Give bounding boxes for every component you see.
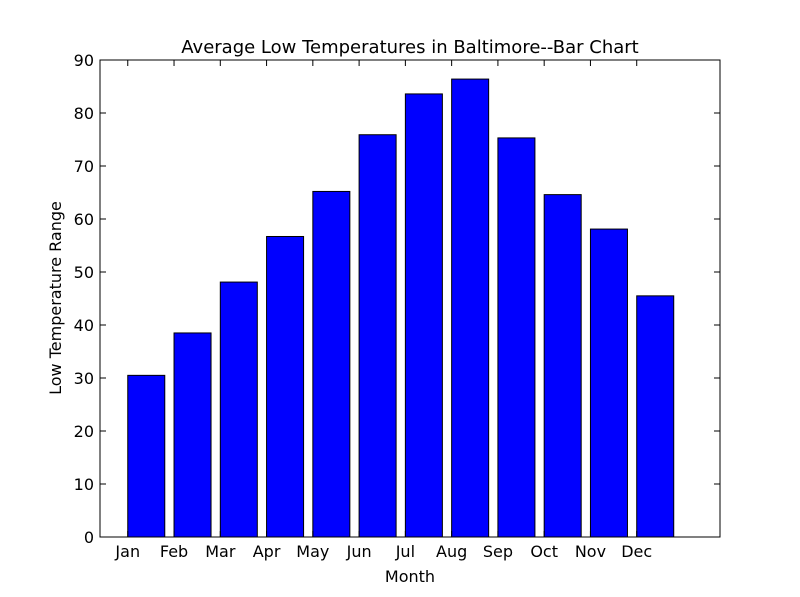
x-tick-label-jan: Jan: [114, 542, 140, 561]
y-tick-label: 50: [74, 263, 94, 282]
x-tick-label-jul: Jul: [395, 542, 415, 561]
y-tick-label: 60: [74, 210, 94, 229]
plot-frame: [99, 59, 721, 538]
y-tick-label: 90: [74, 51, 94, 70]
x-tick-label-may: May: [296, 542, 329, 561]
y-tick-label: 80: [74, 104, 94, 123]
x-tick-label-feb: Feb: [160, 542, 188, 561]
bar-feb: [173, 332, 212, 538]
bar-jun: [358, 134, 397, 538]
bar-mar: [219, 281, 258, 538]
bar-aug: [451, 78, 490, 538]
bar-may: [312, 190, 351, 538]
bar-nov: [589, 228, 628, 538]
y-tick-label: 10: [74, 475, 94, 494]
x-tick-label-mar: Mar: [205, 542, 236, 561]
x-tick-label-apr: Apr: [253, 542, 281, 561]
x-tick-label-aug: Aug: [436, 542, 467, 561]
bar-apr: [266, 235, 305, 538]
x-tick-label-dec: Dec: [621, 542, 652, 561]
bar-sep: [497, 137, 536, 538]
bars-group: [127, 78, 675, 538]
y-axis-ticks: 0 10 20 30 40 50 60 70 80 90: [74, 51, 720, 547]
y-tick-label: 20: [74, 422, 94, 441]
y-axis-label: Low Temperature Range: [46, 201, 65, 395]
bar-jan: [127, 374, 166, 538]
x-axis-ticks: Jan Feb Mar Apr May Jun Jul Aug Sep Oct Nov Dec: [114, 60, 652, 561]
chart-title: Average Low Temperatures in Baltimore--B…: [181, 37, 638, 58]
y-tick-label: 70: [74, 157, 94, 176]
x-tick-label-sep: Sep: [483, 542, 513, 561]
y-tick-label: 0: [84, 528, 94, 547]
bar-oct: [543, 194, 582, 538]
bar-jul: [404, 93, 443, 538]
y-tick-label: 40: [74, 316, 94, 335]
x-axis-label: Month: [385, 567, 435, 586]
y-tick-label: 30: [74, 369, 94, 388]
x-tick-label-oct: Oct: [530, 542, 558, 561]
bar-dec: [636, 295, 675, 538]
x-tick-label-jun: Jun: [346, 542, 372, 561]
x-tick-label-nov: Nov: [575, 542, 606, 561]
